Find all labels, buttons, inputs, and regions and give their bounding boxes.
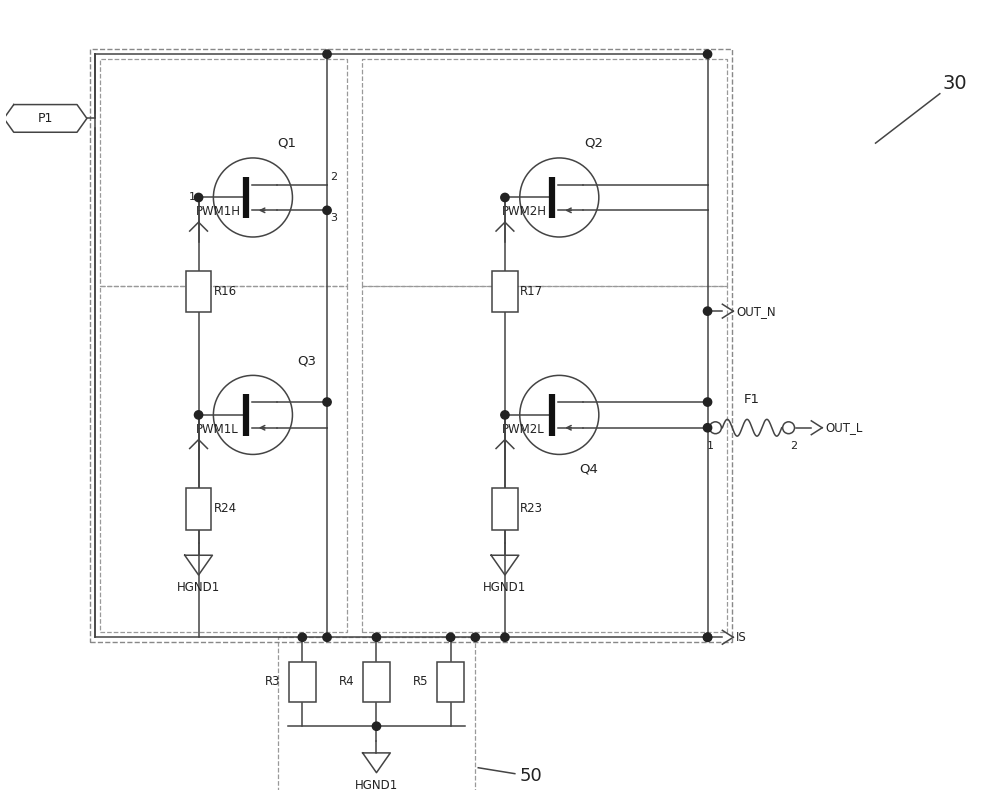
Text: R4: R4 [339,675,355,689]
Bar [289,662,316,701]
Circle shape [446,633,455,642]
Bar [492,271,518,312]
Text: 1: 1 [189,192,196,202]
Circle shape [520,375,599,454]
Circle shape [703,633,712,642]
Circle shape [703,307,712,316]
Text: Q3: Q3 [297,354,316,367]
Text: OUT_N: OUT_N [736,304,776,318]
Text: Q4: Q4 [579,463,598,476]
Circle shape [501,410,509,419]
Bar [363,662,390,701]
Text: PWM2H: PWM2H [502,206,547,218]
Text: HGND1: HGND1 [177,581,220,594]
Circle shape [703,423,712,432]
Circle shape [703,398,712,406]
Bar [437,662,464,701]
Text: IS: IS [736,630,747,644]
Circle shape [372,633,381,642]
Text: OUT_L: OUT_L [825,422,863,434]
Circle shape [194,410,203,419]
Text: R5: R5 [413,675,429,689]
Circle shape [298,633,306,642]
Text: PWM2L: PWM2L [502,422,545,436]
Text: P1: P1 [38,112,53,125]
Text: HGND1: HGND1 [483,581,527,594]
Bar [186,488,211,529]
Text: R16: R16 [213,285,237,298]
Circle shape [783,422,795,434]
Circle shape [710,422,721,434]
Text: 1: 1 [707,441,714,450]
Text: R24: R24 [213,502,237,516]
Circle shape [323,206,331,214]
Circle shape [501,194,509,202]
Bar [492,488,518,529]
Circle shape [471,633,479,642]
Circle shape [213,375,292,454]
Circle shape [520,158,599,237]
Circle shape [501,633,509,642]
Text: 2: 2 [330,171,337,182]
Circle shape [323,633,331,642]
Circle shape [194,194,203,202]
Text: 2: 2 [790,441,797,450]
Text: F1: F1 [744,393,760,406]
Text: Q1: Q1 [278,136,297,150]
Circle shape [323,50,331,58]
Circle shape [213,158,292,237]
Text: R23: R23 [520,502,543,516]
Circle shape [703,50,712,58]
Circle shape [323,398,331,406]
Bar [186,271,211,312]
Text: Q2: Q2 [584,136,603,150]
Text: R17: R17 [520,285,543,298]
Text: 3: 3 [330,214,337,223]
Text: PWM1L: PWM1L [196,422,238,436]
Text: PWM1H: PWM1H [196,206,241,218]
Circle shape [372,722,381,730]
Circle shape [703,633,712,642]
Text: 30: 30 [942,74,967,93]
Text: 50: 50 [520,767,543,784]
Text: R3: R3 [265,675,280,689]
Text: HGND1: HGND1 [355,779,398,791]
